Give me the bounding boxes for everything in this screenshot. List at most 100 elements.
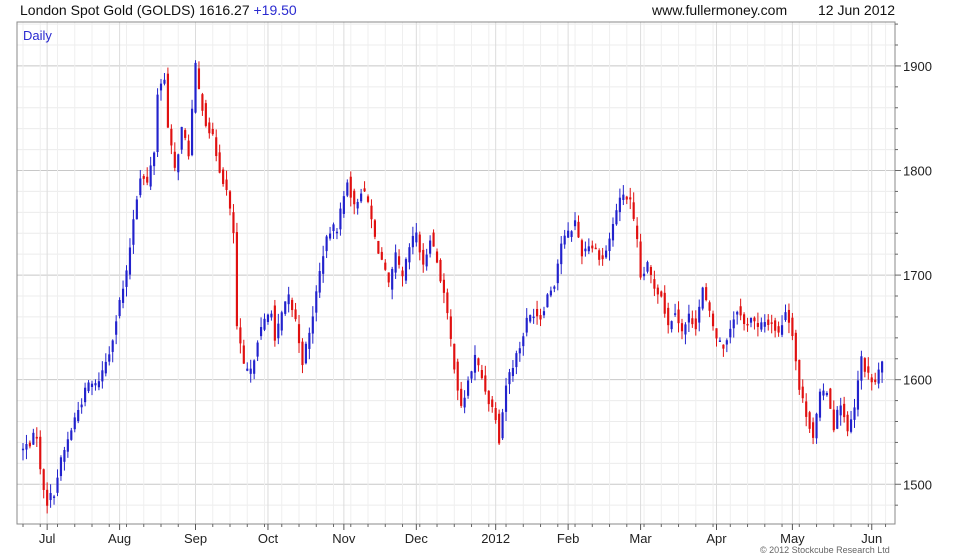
candle-down — [477, 358, 480, 366]
candle-down — [798, 359, 801, 390]
candle-down — [498, 413, 501, 444]
candle-down — [273, 305, 276, 341]
candle-down — [297, 324, 301, 344]
candle-up — [570, 231, 573, 238]
candle-up — [125, 270, 128, 287]
candle-up — [21, 448, 25, 451]
candle-down — [363, 188, 366, 192]
candle-down — [577, 221, 580, 238]
candle-down — [239, 327, 242, 344]
candle-down — [867, 366, 870, 373]
candle-down — [201, 94, 204, 111]
source-site: www.fullermoney.com — [652, 2, 788, 18]
y-tick-label: 1700 — [903, 268, 932, 283]
candle-up — [729, 328, 732, 338]
candle-up — [190, 108, 194, 156]
candle-up — [511, 368, 515, 377]
candle-up — [52, 496, 56, 498]
y-tick-label: 1600 — [903, 373, 932, 388]
candle-up — [391, 268, 394, 290]
x-tick-label: Aug — [108, 531, 131, 546]
candle-up — [853, 407, 856, 420]
candle-up — [256, 342, 259, 357]
candle-up — [277, 323, 280, 339]
candle-up — [763, 322, 766, 327]
candle-down — [491, 399, 494, 407]
candle-down — [208, 122, 211, 134]
candle-up — [470, 371, 473, 379]
candle-up — [718, 340, 722, 342]
candle-down — [863, 358, 866, 372]
candle-up — [249, 368, 252, 374]
last-price: 1616.27 — [199, 2, 250, 18]
candle-down — [373, 220, 377, 237]
candle-up — [259, 327, 263, 337]
candle-down — [660, 291, 663, 297]
candle-down — [28, 442, 31, 447]
candle-down — [480, 369, 483, 379]
candle-down — [805, 401, 808, 417]
candle-up — [749, 317, 753, 323]
candle-up — [315, 291, 318, 313]
candle-up — [563, 235, 566, 245]
x-tick-label: Sep — [184, 531, 207, 546]
x-tick-label: Apr — [706, 531, 727, 546]
candle-down — [204, 103, 207, 126]
candle-down — [625, 196, 628, 200]
candle-up — [546, 294, 549, 308]
candle-down — [539, 315, 542, 320]
x-tick-label: Mar — [629, 531, 652, 546]
candle-up — [346, 182, 349, 196]
candle-up — [553, 286, 556, 289]
candle-up — [342, 196, 345, 214]
candle-down — [422, 249, 425, 265]
x-tick-label: May — [780, 531, 805, 546]
candle-down — [39, 436, 42, 470]
candle-down — [366, 196, 370, 202]
candle-up — [622, 194, 625, 201]
candle-up — [701, 287, 704, 309]
candle-up — [822, 390, 825, 396]
candle-up — [849, 419, 853, 432]
candle-up — [80, 404, 83, 408]
candle-up — [311, 316, 314, 334]
candle-up — [404, 259, 408, 281]
candle-down — [235, 232, 238, 327]
candle-down — [460, 388, 463, 406]
candle-up — [318, 271, 321, 293]
candle-up — [836, 409, 839, 429]
candle-up — [87, 382, 90, 392]
x-tick-label: Dec — [405, 531, 429, 546]
candle-up — [159, 83, 163, 91]
candle-down — [777, 326, 780, 333]
candle-down — [377, 240, 380, 254]
candle-up — [567, 230, 570, 238]
candle-down — [787, 309, 791, 323]
candle-up — [163, 79, 166, 84]
candle-up — [560, 243, 563, 265]
candle-down — [715, 328, 718, 339]
candle-down — [291, 299, 294, 311]
x-tick-label: Jun — [861, 531, 882, 546]
candle-down — [629, 197, 632, 200]
candle-down — [774, 320, 777, 331]
candle-down — [708, 302, 711, 311]
candle-down — [380, 251, 383, 260]
candle-down — [432, 232, 435, 247]
candle-down — [294, 309, 297, 320]
candle-up — [94, 383, 97, 386]
candle-up — [304, 343, 307, 364]
candle-down — [197, 68, 201, 90]
candle-up — [111, 340, 114, 352]
candle-up — [84, 387, 87, 403]
candle-up — [335, 231, 339, 234]
candle-down — [211, 128, 214, 135]
candle-up — [266, 314, 270, 322]
candle-up — [97, 381, 100, 388]
candle-up — [411, 235, 414, 248]
candle-down — [456, 361, 459, 391]
candle-up — [473, 354, 477, 373]
candle-down — [146, 176, 149, 183]
candle-up — [90, 383, 94, 387]
candle-down — [449, 316, 452, 339]
